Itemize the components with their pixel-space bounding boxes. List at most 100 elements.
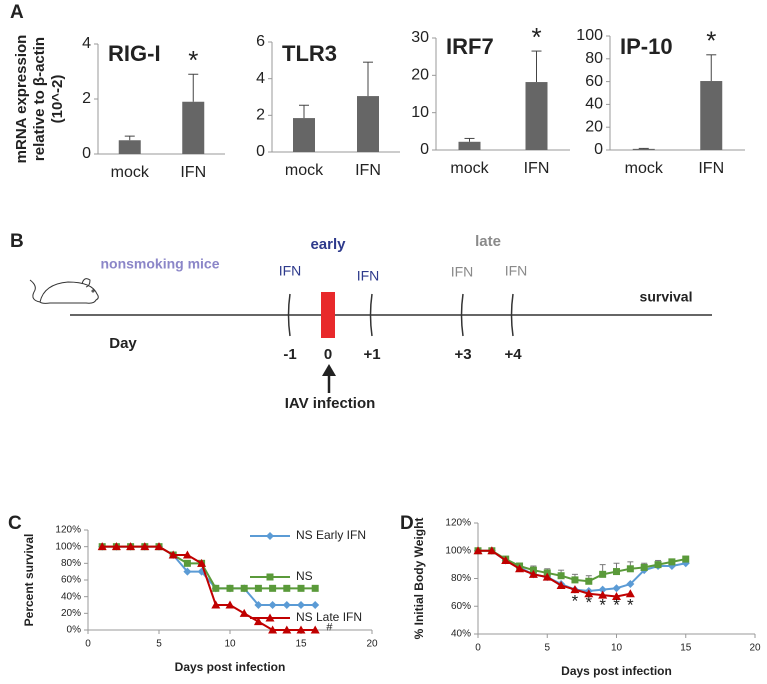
data-point	[625, 589, 635, 598]
y-tick-label: 0	[82, 145, 91, 162]
y-tick-label: 40%	[61, 591, 81, 602]
y-tick-label: 100%	[55, 541, 81, 552]
data-point	[253, 617, 263, 626]
data-point	[613, 568, 620, 576]
y-tick-label: 80%	[61, 558, 81, 569]
data-point	[311, 601, 320, 609]
panel-label: D	[400, 513, 414, 534]
bar	[525, 82, 548, 150]
y-tick-label: 80	[585, 50, 603, 67]
x-axis-label: Days post infection	[175, 660, 286, 674]
data-point	[240, 584, 248, 592]
x-tick-label: mock	[111, 164, 150, 181]
x-axis-label: Days post infection	[561, 664, 672, 678]
significance: *	[188, 45, 198, 75]
y-axis-label: mRNA expression	[13, 35, 30, 164]
y-tick-label: 60%	[451, 601, 471, 612]
phase-label: late	[475, 233, 501, 250]
data-point	[557, 572, 565, 580]
data-point	[97, 542, 107, 551]
x-tick-label: IFN	[524, 160, 550, 177]
x-tick-label: 15	[295, 639, 307, 650]
y-tick-label: 20	[585, 118, 603, 135]
day-label: +4	[504, 346, 522, 363]
legend-label: NS	[296, 569, 313, 583]
y-tick-label: 10	[411, 104, 429, 121]
data-point	[654, 561, 662, 569]
data-point	[282, 625, 292, 634]
annotation: *	[585, 593, 592, 612]
data-point	[297, 584, 305, 592]
data-point	[154, 542, 164, 551]
annotation: *	[613, 596, 620, 615]
x-tick-label: 10	[224, 639, 236, 650]
x-tick-label: 5	[544, 643, 550, 654]
legend-label: NS Early IFN	[296, 528, 366, 542]
y-tick-label: 0%	[67, 625, 82, 636]
event-label: IFN	[279, 263, 302, 279]
data-point	[542, 572, 552, 581]
x-tick-label: 0	[85, 639, 91, 650]
x-tick-label: 0	[475, 643, 481, 654]
legend-marker	[265, 613, 275, 622]
y-tick-label: 100%	[445, 545, 471, 556]
data-point	[168, 550, 178, 559]
y-axis-label: % Initial Body Weight	[412, 518, 426, 640]
data-point	[254, 601, 263, 609]
legend-marker	[266, 573, 274, 581]
annotation: *	[599, 596, 606, 615]
y-tick-label: 40%	[451, 629, 471, 640]
x-tick-label: IFN	[698, 160, 724, 177]
bar	[458, 141, 481, 150]
data-point	[239, 608, 249, 617]
data-point	[296, 625, 306, 634]
chart-title: IRF7	[446, 34, 494, 59]
y-axis-label: relative to β-actin	[31, 37, 48, 161]
data-point	[197, 558, 207, 567]
data-point	[140, 542, 150, 551]
legend-label: NS Late IFN	[296, 610, 362, 624]
data-point	[528, 569, 538, 578]
data-point	[254, 584, 262, 592]
y-tick-label: 6	[256, 33, 265, 50]
y-tick-label: 80%	[451, 573, 471, 584]
data-point	[268, 625, 278, 634]
event-tick	[287, 293, 291, 337]
bar	[182, 101, 205, 154]
x-tick-label: IFN	[180, 164, 206, 181]
legend-marker	[266, 532, 274, 540]
significance: *	[531, 22, 541, 52]
data-point	[556, 580, 566, 589]
day-label: 0	[324, 346, 332, 363]
data-point	[612, 584, 621, 593]
y-tick-label: 4	[256, 70, 265, 87]
bar	[357, 96, 379, 152]
event-tick	[510, 293, 514, 337]
panel-label: C	[8, 513, 22, 534]
annotation: *	[627, 596, 634, 615]
arrow-head	[322, 364, 336, 376]
data-point	[269, 584, 277, 592]
y-tick-label: 0	[420, 141, 429, 158]
x-tick-label: 10	[611, 643, 623, 654]
x-tick-label: 15	[680, 643, 692, 654]
y-tick-label: 0	[594, 141, 603, 158]
x-tick-label: 20	[749, 643, 761, 654]
phase-label: early	[310, 236, 346, 253]
data-point	[598, 590, 608, 599]
y-tick-label: 120%	[445, 518, 471, 529]
data-point	[585, 577, 593, 585]
data-point	[501, 555, 511, 564]
data-point	[668, 558, 676, 566]
data-point	[584, 589, 594, 598]
annotation: #	[326, 621, 333, 633]
x-tick-label: mock	[450, 160, 489, 177]
significance: *	[706, 26, 716, 56]
data-point	[310, 625, 320, 634]
data-point	[473, 546, 483, 555]
y-tick-label: 60	[585, 73, 603, 90]
data-point	[268, 601, 277, 609]
bar	[632, 148, 655, 150]
data-point	[626, 580, 635, 589]
y-tick-label: 2	[256, 107, 265, 124]
